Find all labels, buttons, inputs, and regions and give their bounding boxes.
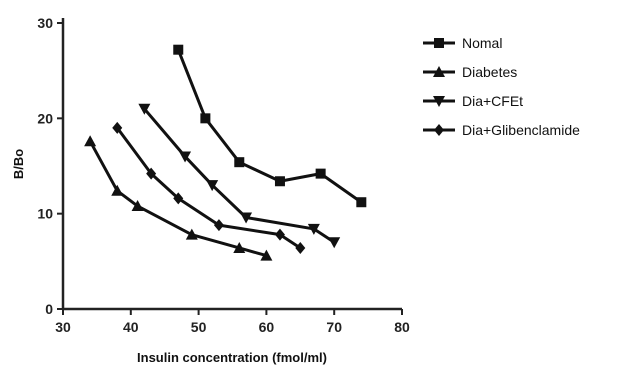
legend-label: Diabetes bbox=[462, 64, 517, 80]
x-tick-label: 70 bbox=[326, 319, 342, 335]
data-point-nomal bbox=[234, 157, 245, 168]
series-dia-glibenclamide bbox=[112, 121, 306, 254]
data-point-nomal bbox=[173, 44, 184, 55]
data-point-dia-cfet bbox=[138, 103, 151, 115]
data-point-nomal bbox=[356, 197, 367, 208]
y-tick-label: 10 bbox=[37, 206, 53, 222]
x-tick-label: 60 bbox=[259, 319, 275, 335]
series-layer bbox=[84, 44, 367, 261]
data-point-nomal bbox=[200, 113, 211, 124]
legend-label: Dia+Glibenclamide bbox=[462, 122, 580, 138]
data-point-dia-glibenclamide bbox=[112, 121, 123, 134]
y-tick-label: 30 bbox=[37, 15, 53, 31]
data-point-dia-cfet bbox=[328, 237, 341, 249]
data-point-dia-cfet bbox=[307, 223, 320, 235]
legend-item-dia-glibenclamide: Dia+Glibenclamide bbox=[423, 122, 580, 138]
legend-marker-dia-glibenclamide bbox=[434, 124, 444, 136]
y-tick-label: 0 bbox=[45, 301, 53, 317]
series-line-dia-glibenclamide bbox=[116, 126, 302, 250]
data-point-nomal bbox=[315, 168, 326, 179]
legend-marker-diabetes bbox=[433, 66, 445, 77]
x-axis-title: Insulin concentration (fmol/ml) bbox=[137, 350, 327, 365]
data-point-dia-glibenclamide bbox=[274, 228, 285, 241]
data-point-diabetes bbox=[233, 241, 246, 253]
x-tick-label: 40 bbox=[123, 319, 139, 335]
series-line-diabetes bbox=[88, 140, 267, 258]
x-tick-label: 50 bbox=[191, 319, 207, 335]
data-point-dia-cfet bbox=[240, 212, 253, 224]
legend-label: Dia+CFEt bbox=[462, 93, 523, 109]
legend-marker-dia-cfet bbox=[433, 96, 445, 107]
data-point-diabetes bbox=[131, 200, 144, 212]
legend-label: Nomal bbox=[462, 35, 502, 51]
axes bbox=[61, 18, 402, 311]
data-point-dia-glibenclamide bbox=[213, 219, 224, 232]
x-tick-label: 30 bbox=[55, 319, 71, 335]
data-point-diabetes bbox=[185, 228, 198, 240]
data-point-dia-glibenclamide bbox=[146, 167, 157, 180]
x-tick-label: 80 bbox=[394, 319, 410, 335]
series-nomal bbox=[173, 44, 367, 208]
y-tick-label: 20 bbox=[37, 110, 53, 126]
data-point-dia-cfet bbox=[179, 151, 192, 163]
series-line-dia-cfet bbox=[143, 107, 336, 244]
series-dia-cfet bbox=[138, 103, 341, 249]
legend-item-nomal: Nomal bbox=[423, 35, 502, 51]
data-point-dia-glibenclamide bbox=[173, 192, 184, 205]
data-point-dia-glibenclamide bbox=[295, 241, 306, 254]
data-point-diabetes bbox=[260, 249, 273, 261]
legend-marker-nomal bbox=[434, 38, 444, 48]
legend-item-dia-cfet: Dia+CFEt bbox=[423, 93, 523, 109]
data-point-diabetes bbox=[111, 184, 124, 196]
data-point-dia-cfet bbox=[206, 180, 219, 192]
series-line-nomal bbox=[176, 49, 363, 204]
series-diabetes bbox=[84, 135, 273, 261]
ticks: 30 40 50 60 70 80 0 10 20 30 bbox=[37, 15, 410, 335]
legend: Nomal Diabetes Dia+CFEt Dia+Glibenclamide bbox=[423, 35, 580, 138]
data-point-nomal bbox=[274, 176, 285, 187]
legend-item-diabetes: Diabetes bbox=[423, 64, 517, 80]
y-axis-title: B/Bo bbox=[11, 149, 26, 179]
data-point-diabetes bbox=[84, 135, 97, 147]
